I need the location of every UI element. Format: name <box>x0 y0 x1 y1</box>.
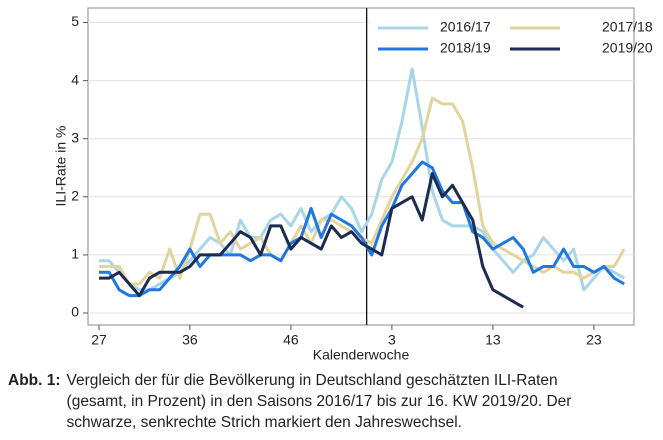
x-tick-label: 27 <box>91 332 107 348</box>
x-tick-label: 3 <box>388 332 396 348</box>
caption-line: schwarze, senkrechte Strich markiert den… <box>66 414 462 431</box>
legend-box <box>370 14 632 64</box>
y-tick-label: 5 <box>71 13 79 29</box>
x-axis-label: Kalenderwoche <box>313 347 410 363</box>
x-tick-label: 13 <box>485 332 501 348</box>
x-tick-label: 36 <box>182 332 198 348</box>
series-line <box>99 67 625 292</box>
y-tick-label: 3 <box>71 129 79 145</box>
legend-label: 2019/20 <box>602 40 653 56</box>
y-tick-label: 0 <box>71 304 79 320</box>
caption-line: Vergleich der für die Bevölkerung in Deu… <box>66 372 558 389</box>
caption-label: Abb. 1: <box>8 372 61 389</box>
caption-text: Vergleich der für die Bevölkerung in Deu… <box>67 370 572 433</box>
legend-label: 2018/19 <box>440 40 491 56</box>
series-line <box>99 172 524 309</box>
x-tick-label: 46 <box>283 332 299 348</box>
y-tick-label: 4 <box>71 71 79 87</box>
legend-label: 2016/17 <box>440 19 491 35</box>
legend-label: 2017/18 <box>602 19 653 35</box>
x-tick-label: 23 <box>586 332 602 348</box>
caption: Abb. 1: Vergleich der für die Bevölkerun… <box>8 370 658 433</box>
y-axis-label: ILI-Rate in % <box>53 126 69 207</box>
series-line <box>99 160 625 298</box>
y-tick-label: 2 <box>71 188 79 204</box>
caption-line: (gesamt, in Prozent) in den Saisons 2016… <box>66 393 572 410</box>
y-tick-label: 1 <box>71 246 79 262</box>
